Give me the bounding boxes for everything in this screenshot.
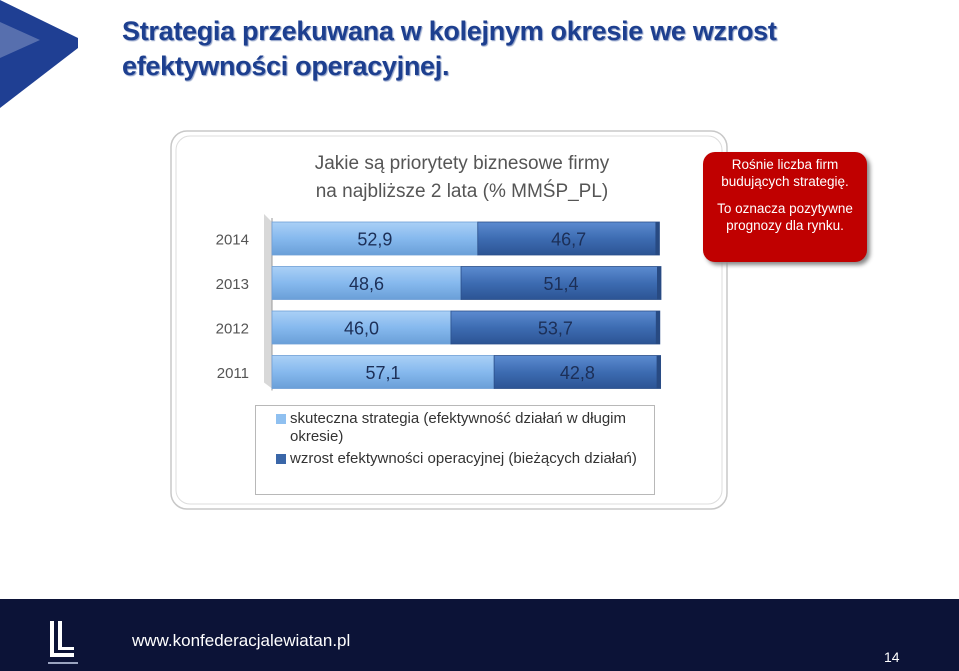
data-label-strategy-2013: 48,6 [349, 274, 384, 294]
bar-efficiency-2013 [460, 266, 662, 300]
bar-end-cap-2011 [656, 355, 661, 389]
data-label-strategy-2011: 57,1 [366, 363, 401, 383]
legend-label-efficiency: wzrost efektywności operacyjnej (bieżący… [290, 450, 637, 467]
bar-strategy-2011 [271, 355, 495, 389]
page-title: Strategia przekuwana w kolejnym okresie … [122, 16, 777, 81]
callout-line2: To oznacza pozytywne prognozy dla rynku. [717, 201, 853, 233]
page-number: 14 [884, 649, 900, 665]
data-label-strategy-2014: 52,9 [357, 230, 392, 250]
callout-line1: Rośnie liczba firm budujących strategię. [721, 157, 849, 189]
bar-end-cap-2014 [655, 222, 660, 255]
bar-end-cap-2012 [655, 311, 660, 344]
chart-title-line1: Jakie są priorytety biznesowe firmy [314, 153, 610, 174]
category-label-2011: 2011 [217, 365, 249, 382]
data-label-efficiency-2013: 51,4 [544, 274, 579, 294]
bar-strategy-2012 [271, 310, 452, 345]
footer-url[interactable]: www.konfederacjalewiatan.pl [132, 631, 351, 650]
data-label-efficiency-2011: 42,8 [560, 363, 595, 383]
chart-title-line2: na najbliższe 2 lata (% MMŚP_PL) [315, 181, 609, 202]
lewiatan-logo-icon [48, 621, 78, 664]
chart-legend: skuteczna strategia (efektywność działań… [255, 405, 655, 495]
data-label-efficiency-2012: 53,7 [538, 319, 573, 339]
legend-swatch-dark [276, 454, 286, 464]
legend-item-strategy: skuteczna strategia (efektywność działań… [276, 410, 646, 446]
bar-end-cap-2013 [657, 266, 661, 300]
category-label-2014: 2014 [216, 232, 249, 249]
data-label-efficiency-2014: 46,7 [551, 230, 586, 250]
legend-item-efficiency: wzrost efektywności operacyjnej (bieżący… [276, 450, 646, 468]
data-label-strategy-2012: 46,0 [344, 319, 379, 339]
footer-bar: www.konfederacjalewiatan.pl 14 [0, 599, 959, 671]
brand-shape-icon [0, 0, 78, 108]
legend-swatch-light [276, 414, 286, 424]
category-label-2012: 2012 [216, 321, 249, 338]
axis-wall [264, 214, 272, 389]
callout-box: Rośnie liczba firm budujących strategię.… [703, 152, 867, 262]
chart-title: Jakie są priorytety biznesowe firmy na n… [262, 150, 662, 206]
category-label-2013: 2013 [216, 276, 249, 293]
bar-efficiency-2012 [450, 310, 661, 345]
legend-label-strategy: skuteczna strategia (efektywność działań… [290, 410, 626, 445]
